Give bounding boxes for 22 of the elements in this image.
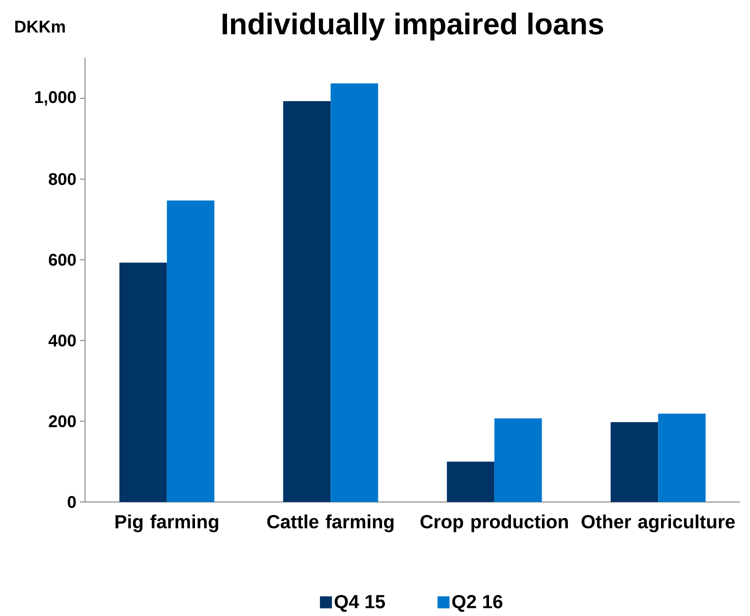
x-tick-label: Crop production bbox=[420, 514, 568, 532]
bar bbox=[658, 414, 706, 502]
y-axis-title: DKKm bbox=[15, 20, 65, 32]
bar bbox=[283, 101, 331, 502]
y-tick-label: 600 bbox=[48, 254, 76, 266]
y-tick-label: 1,000 bbox=[35, 91, 76, 106]
bar bbox=[119, 262, 167, 502]
y-tick-label: 800 bbox=[48, 173, 76, 186]
bar bbox=[166, 200, 214, 502]
bar bbox=[446, 462, 494, 502]
legend-label: Q4 15 bbox=[334, 594, 385, 612]
bar bbox=[330, 83, 378, 502]
legend-label: Q2 16 bbox=[452, 594, 502, 612]
x-tick-label: Other agriculture bbox=[582, 514, 735, 532]
bar bbox=[494, 418, 542, 502]
y-tick-label: 0 bbox=[68, 496, 76, 508]
chart-title: Individually impaired loans bbox=[222, 12, 604, 40]
y-tick-label: 200 bbox=[48, 415, 76, 428]
bar bbox=[610, 422, 658, 502]
x-tick-label: Cattle farming bbox=[267, 514, 394, 532]
y-tick-label: 400 bbox=[48, 334, 76, 347]
x-tick-label: Pig farming bbox=[116, 514, 218, 532]
